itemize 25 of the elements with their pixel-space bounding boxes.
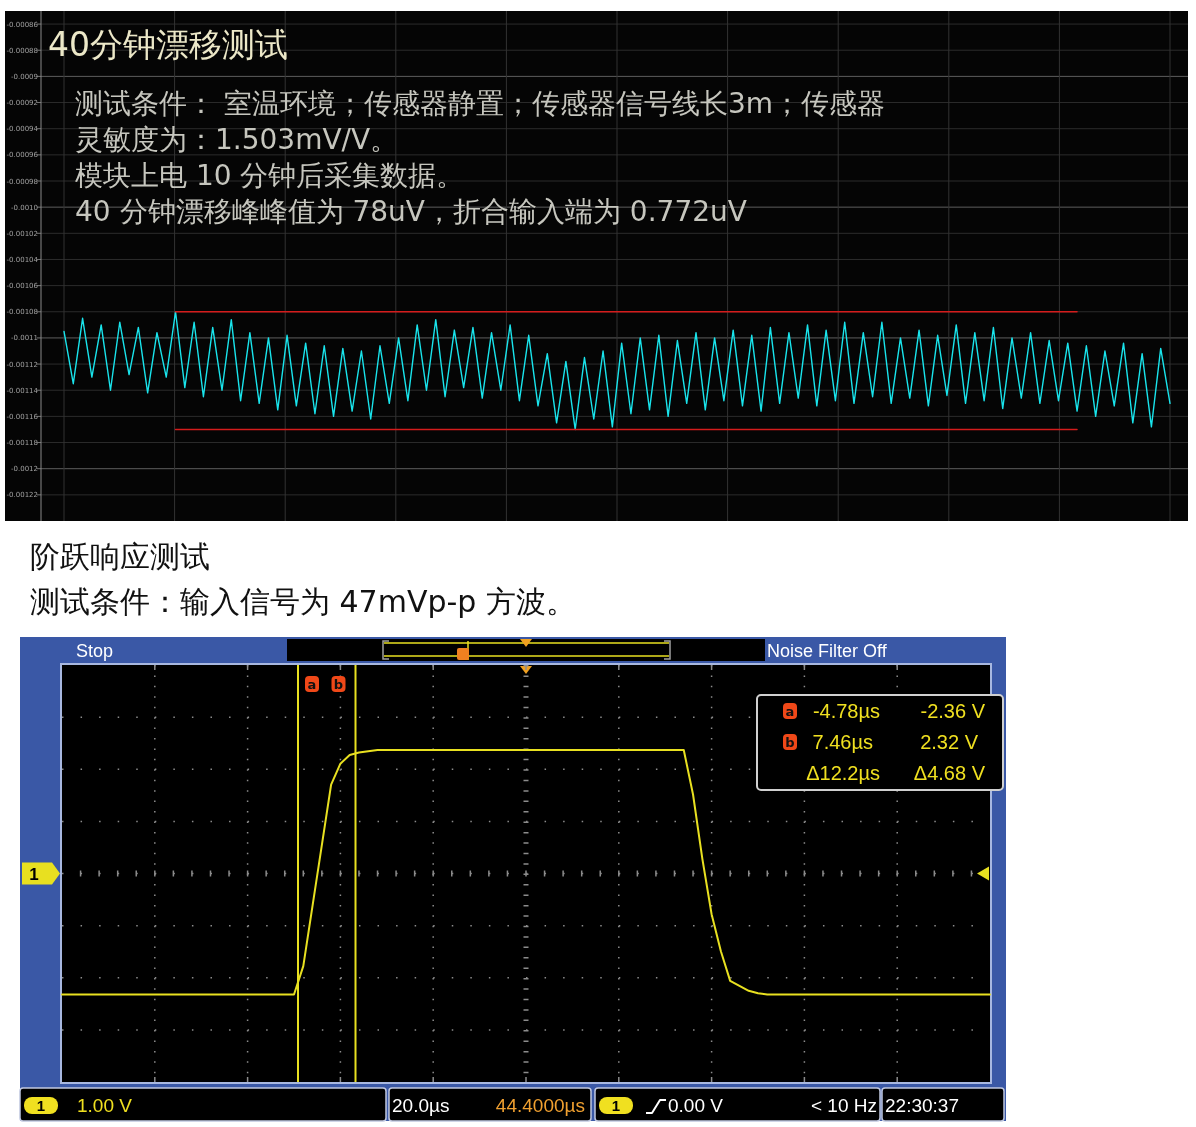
cursor-icon: a	[305, 676, 319, 692]
annotation: 灵敏度为：1.503mV/V。	[75, 123, 399, 156]
title: 40分钟漂移测试	[48, 25, 288, 64]
cursor-icon: a	[783, 703, 797, 719]
annotation: 22:30:37	[885, 1095, 959, 1116]
annotation: 7.46µs	[812, 731, 873, 753]
series-name: 1	[22, 862, 60, 885]
annotation: -2.36 V	[920, 700, 985, 722]
annotation: 2.32 V	[920, 731, 978, 753]
annotation: -4.78µs	[812, 700, 880, 722]
annotation: Noise Filter Off	[767, 641, 887, 661]
annotation: 测试条件： 室温环境；传感器静置；传感器信号线长3m；传感器	[75, 87, 885, 120]
annotation: 40 分钟漂移峰峰值为 78uV，折合输入端为 0.772uV	[75, 195, 747, 228]
annotation: 0.00 V	[668, 1095, 723, 1116]
annotation: Δ12.2µs	[806, 762, 880, 784]
annotation: 模块上电 10 分钟后采集数据。	[75, 159, 465, 192]
annotation: Stop	[76, 641, 114, 661]
annotation: < 10 Hz	[811, 1095, 877, 1116]
subtitle: 测试条件：输入信号为 47mVp-p 方波。	[30, 584, 576, 619]
annotation: 1.00 V	[77, 1095, 132, 1116]
annotation: 20.0µs	[392, 1095, 450, 1116]
cursor-icon: b	[783, 734, 797, 750]
annotation: 44.4000µs	[495, 1095, 585, 1116]
title: 阶跃响应测试	[30, 539, 210, 574]
annotation: Δ4.68 V	[913, 762, 985, 784]
